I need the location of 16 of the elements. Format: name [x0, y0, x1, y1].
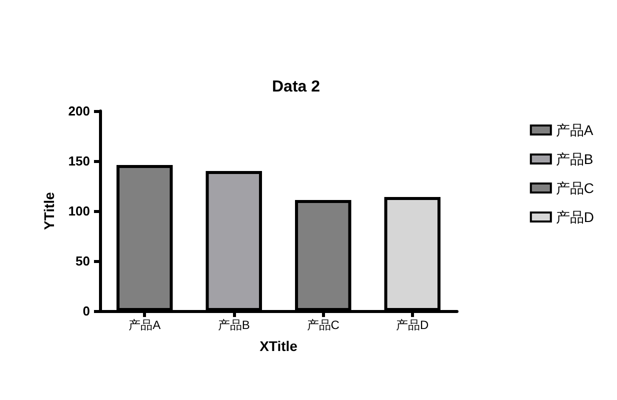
y-tick-label: 200	[68, 104, 90, 118]
x-tick-label: 产品B	[218, 318, 250, 332]
y-tick-label: 0	[82, 304, 90, 318]
y-axis-title: YTitle	[41, 192, 57, 230]
legend-label: 产品C	[556, 180, 594, 196]
x-tick-label: 产品C	[306, 318, 340, 332]
y-tick-label: 150	[68, 154, 90, 168]
y-tick-label: 50	[76, 254, 90, 268]
x-tick-label: 产品A	[128, 318, 161, 332]
legend-label: 产品B	[556, 151, 594, 167]
y-tick-label: 100	[68, 204, 90, 218]
legend-label: 产品D	[556, 209, 594, 225]
x-axis-title: XTitle	[260, 338, 298, 354]
x-tick-label: 产品D	[396, 318, 430, 332]
chart-title: Data 2	[272, 78, 320, 96]
legend-label: 产品A	[556, 122, 594, 138]
